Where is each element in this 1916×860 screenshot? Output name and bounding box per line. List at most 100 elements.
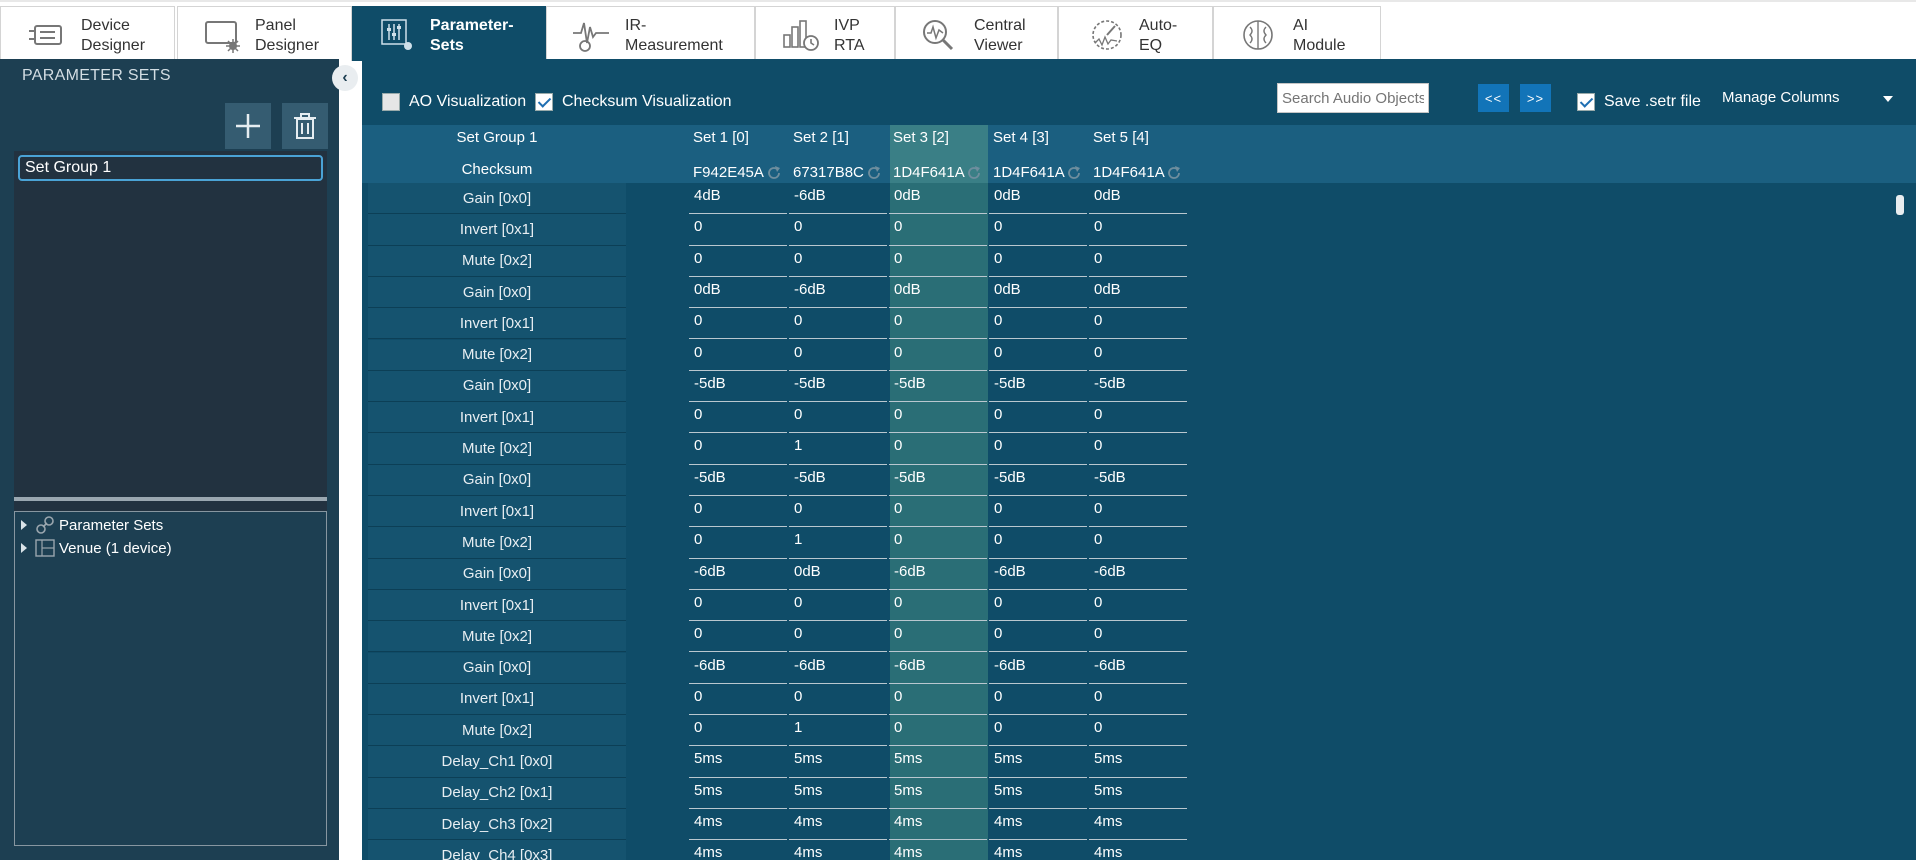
- checksum-visualization-checkbox[interactable]: [535, 93, 553, 111]
- checksum-visualization-toggle[interactable]: Checksum Visualization: [535, 93, 732, 111]
- add-set-group-button[interactable]: [225, 103, 271, 149]
- parameter-value-cell[interactable]: 0: [789, 214, 887, 246]
- parameter-value-cell[interactable]: 0dB: [889, 183, 987, 215]
- parameter-value-cell[interactable]: 0: [1089, 433, 1187, 465]
- parameter-value-cell[interactable]: 0dB: [789, 559, 887, 590]
- parameter-value-cell[interactable]: 5ms: [1089, 778, 1187, 809]
- parameter-value-cell[interactable]: 1: [789, 433, 887, 465]
- expand-arrow-icon[interactable]: [21, 520, 27, 530]
- parameter-value-cell[interactable]: 0: [689, 246, 787, 277]
- parameter-value-cell[interactable]: 0: [889, 246, 987, 277]
- parameter-value-cell[interactable]: 0: [989, 340, 1087, 371]
- parameter-value-cell[interactable]: 0dB: [1089, 277, 1187, 309]
- parameter-value-cell[interactable]: 5ms: [689, 778, 787, 809]
- parameter-value-cell[interactable]: 0: [1089, 308, 1187, 340]
- parameter-value-cell[interactable]: 0: [989, 402, 1087, 434]
- expand-arrow-icon[interactable]: [21, 543, 27, 553]
- parameter-value-cell[interactable]: 1: [789, 527, 887, 559]
- parameter-value-cell[interactable]: 0dB: [1089, 183, 1187, 215]
- parameter-value-cell[interactable]: 4ms: [1089, 809, 1187, 841]
- parameter-value-cell[interactable]: 0: [989, 590, 1087, 622]
- column-header-set-1[interactable]: Set 1 [0]: [693, 129, 749, 146]
- parameter-value-cell[interactable]: 0: [889, 433, 987, 465]
- parameter-value-cell[interactable]: 0: [789, 340, 887, 371]
- parameter-value-cell[interactable]: 0: [789, 590, 887, 622]
- parameter-value-cell[interactable]: 0: [789, 684, 887, 716]
- parameter-value-cell[interactable]: 0: [989, 246, 1087, 277]
- tab-ir-measurement[interactable]: IR- Measurement: [546, 6, 755, 61]
- parameter-value-cell[interactable]: 0: [889, 590, 987, 622]
- parameter-value-cell[interactable]: 0: [689, 527, 787, 559]
- parameter-value-cell[interactable]: 4ms: [989, 840, 1087, 860]
- ao-visualization-checkbox[interactable]: [382, 93, 400, 111]
- refresh-icon[interactable]: [1066, 165, 1082, 181]
- parameter-value-cell[interactable]: 4dB: [689, 183, 787, 215]
- parameter-value-cell[interactable]: 0: [1089, 214, 1187, 246]
- parameter-value-cell[interactable]: -6dB: [689, 559, 787, 590]
- parameter-value-cell[interactable]: 0: [789, 402, 887, 434]
- parameter-value-cell[interactable]: 4ms: [889, 809, 987, 841]
- parameter-value-cell[interactable]: 4ms: [789, 809, 887, 841]
- parameter-value-cell[interactable]: 0: [1089, 590, 1187, 622]
- parameter-value-cell[interactable]: -5dB: [989, 465, 1087, 496]
- parameter-value-cell[interactable]: 0: [1089, 527, 1187, 559]
- tab-auto-eq[interactable]: Auto- EQ: [1058, 6, 1213, 61]
- prev-columns-button[interactable]: <<: [1478, 84, 1509, 112]
- parameter-value-cell[interactable]: 5ms: [989, 778, 1087, 809]
- parameter-value-cell[interactable]: -5dB: [789, 371, 887, 403]
- column-header-set-5[interactable]: Set 5 [4]: [1093, 129, 1149, 146]
- parameter-value-cell[interactable]: 0: [889, 684, 987, 716]
- parameter-value-cell[interactable]: 0: [1089, 496, 1187, 528]
- parameter-value-cell[interactable]: 0: [989, 308, 1087, 340]
- parameter-value-cell[interactable]: -6dB: [1089, 559, 1187, 590]
- parameter-value-cell[interactable]: 4ms: [689, 809, 787, 841]
- manage-columns-dropdown[interactable]: Manage Columns: [1716, 83, 1901, 115]
- parameter-value-cell[interactable]: 4ms: [689, 840, 787, 860]
- panel-splitter[interactable]: [14, 497, 327, 501]
- parameter-value-cell[interactable]: -6dB: [989, 559, 1087, 590]
- parameter-value-cell[interactable]: 0: [1089, 684, 1187, 716]
- tree-item-parameter-sets[interactable]: Parameter Sets: [21, 514, 163, 536]
- next-columns-button[interactable]: >>: [1520, 84, 1551, 112]
- parameter-value-cell[interactable]: 0: [1089, 340, 1187, 371]
- refresh-icon[interactable]: [866, 165, 882, 181]
- parameter-value-cell[interactable]: -6dB: [789, 277, 887, 309]
- parameter-value-cell[interactable]: 0: [889, 214, 987, 246]
- parameter-value-cell[interactable]: 0dB: [689, 277, 787, 309]
- parameter-value-cell[interactable]: 0: [1089, 715, 1187, 747]
- column-header-set-3[interactable]: Set 3 [2]: [893, 129, 949, 146]
- parameter-value-cell[interactable]: -5dB: [1089, 465, 1187, 496]
- parameter-value-cell[interactable]: 0: [889, 308, 987, 340]
- collapse-panel-button[interactable]: ‹: [332, 65, 358, 91]
- parameter-value-cell[interactable]: 0dB: [989, 277, 1087, 309]
- parameter-value-cell[interactable]: 0dB: [989, 183, 1087, 215]
- parameter-value-cell[interactable]: 0: [989, 433, 1087, 465]
- parameter-value-cell[interactable]: 4ms: [789, 840, 887, 860]
- refresh-icon[interactable]: [766, 165, 782, 181]
- parameter-value-cell[interactable]: 0: [789, 621, 887, 653]
- parameter-value-cell[interactable]: 0: [689, 590, 787, 622]
- tab-ai-module[interactable]: AI Module: [1213, 6, 1381, 61]
- tree-item-venue[interactable]: Venue (1 device): [21, 537, 172, 559]
- refresh-icon[interactable]: [966, 165, 982, 181]
- parameter-value-cell[interactable]: 0: [689, 308, 787, 340]
- parameter-value-cell[interactable]: -6dB: [889, 559, 987, 590]
- parameter-value-cell[interactable]: -5dB: [689, 371, 787, 403]
- parameter-value-cell[interactable]: 0: [689, 684, 787, 716]
- parameter-value-cell[interactable]: 0: [989, 527, 1087, 559]
- parameter-value-cell[interactable]: 0dB: [889, 277, 987, 309]
- parameter-value-cell[interactable]: 0: [689, 402, 787, 434]
- parameter-value-cell[interactable]: -5dB: [889, 465, 987, 496]
- tab-device-designer[interactable]: Device Designer: [0, 6, 175, 61]
- delete-set-group-button[interactable]: [282, 103, 328, 149]
- parameter-value-cell[interactable]: 0: [889, 621, 987, 653]
- parameter-value-cell[interactable]: 1: [789, 715, 887, 747]
- parameter-value-cell[interactable]: 0: [889, 402, 987, 434]
- parameter-value-cell[interactable]: 0: [989, 214, 1087, 246]
- parameter-value-cell[interactable]: 0: [789, 496, 887, 528]
- save-setr-toggle[interactable]: Save .setr file: [1577, 93, 1701, 111]
- parameter-value-cell[interactable]: -6dB: [789, 183, 887, 215]
- set-group-item[interactable]: Set Group 1: [18, 155, 323, 181]
- parameter-value-cell[interactable]: -5dB: [989, 371, 1087, 403]
- parameter-value-cell[interactable]: 0: [689, 340, 787, 371]
